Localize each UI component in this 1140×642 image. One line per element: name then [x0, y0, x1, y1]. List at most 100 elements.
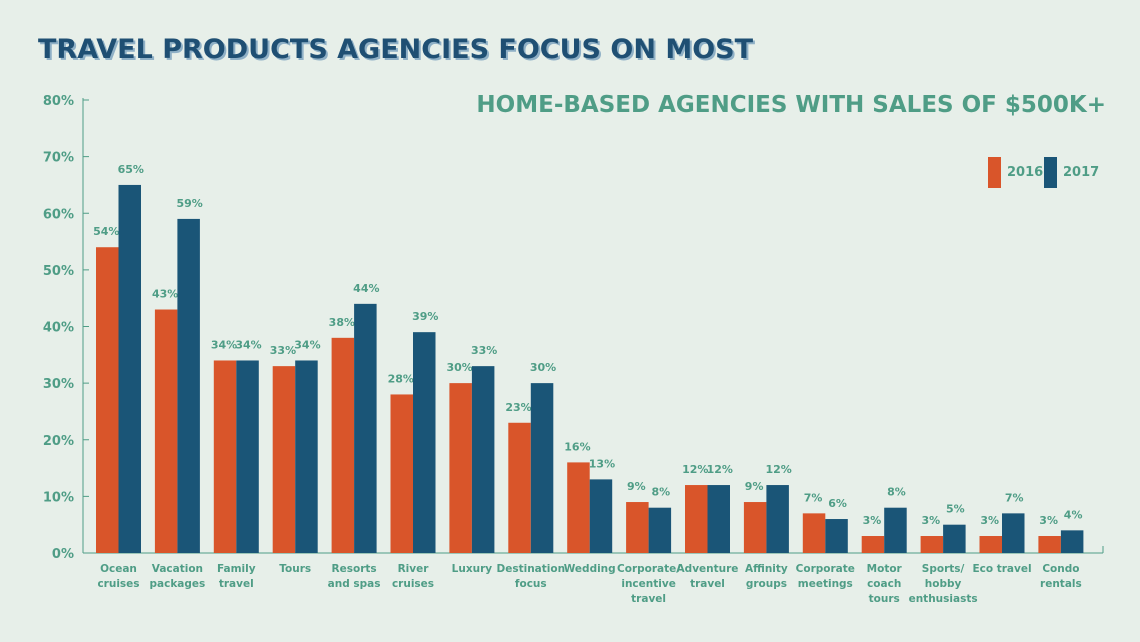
x-tick-label: Corporate meetings	[796, 563, 855, 590]
bar-2016	[331, 337, 355, 553]
bar-2016	[920, 536, 944, 553]
x-tick-label-line: Adventure	[677, 563, 739, 575]
data-label-2017: 5%	[946, 503, 965, 516]
legend-item-2016: 2016	[988, 156, 1043, 188]
y-tick-label: 50%	[43, 264, 74, 279]
x-tick-label-line: Sports/	[922, 563, 965, 575]
bar-2017	[1060, 530, 1084, 553]
bar-2017	[766, 485, 789, 553]
data-label-2016: 34%	[211, 338, 237, 351]
bar-2017	[236, 360, 259, 553]
legend-item-2017: 2017	[1044, 156, 1099, 188]
bar-2017	[884, 507, 907, 553]
x-tick-label-line: meetings	[798, 578, 853, 590]
bar-2016	[861, 536, 885, 553]
data-label-2017: 30%	[530, 361, 556, 374]
bar-2017	[589, 479, 613, 553]
data-label-2017: 59%	[176, 197, 202, 210]
data-label-2016: 7%	[804, 491, 823, 504]
bar-2016	[508, 422, 531, 553]
chart-title: TRAVEL PRODUCTS AGENCIES FOCUS ON MOST	[38, 34, 754, 65]
x-tick-label: Luxury	[452, 563, 493, 575]
x-tick-label-line: tours	[869, 593, 900, 605]
data-label-2016: 9%	[745, 480, 764, 493]
data-label-2017: 33%	[471, 344, 497, 357]
x-tick-label: Resorts and spas	[328, 563, 381, 590]
data-label-2016: 43%	[152, 288, 178, 301]
y-tick-label: 80%	[43, 94, 74, 109]
bar-2016	[154, 309, 178, 553]
x-tick-label-line: Eco travel	[972, 563, 1031, 575]
legend-swatch-2017	[1044, 156, 1057, 188]
legend-label-2017: 2017	[1063, 164, 1100, 180]
bar-2017	[118, 184, 141, 553]
x-tick-label: Condo rentals	[1040, 563, 1082, 590]
x-tick-label-line: Corporate/	[617, 563, 680, 575]
x-tick-label-line: Ocean	[100, 563, 137, 575]
bar-2016	[567, 462, 590, 553]
data-label-2017: 44%	[353, 282, 379, 295]
bar-2017	[413, 332, 436, 553]
x-tick-label-line: travel	[631, 593, 666, 605]
x-tick-label-line: Tours	[279, 563, 311, 575]
data-label-2017: 8%	[652, 486, 671, 499]
data-label-2017: 65%	[118, 163, 144, 176]
data-label-2016: 9%	[627, 480, 646, 493]
bar-2017	[177, 218, 200, 553]
data-label-2016: 30%	[446, 361, 472, 374]
x-tick-label-line: Resorts	[332, 563, 377, 575]
y-tick-label: 40%	[43, 321, 74, 336]
data-label-2017: 4%	[1064, 508, 1083, 521]
bar-2017	[943, 524, 966, 553]
data-label-2017: 12%	[707, 463, 733, 476]
y-tick-label: 70%	[43, 151, 74, 166]
bar-2016	[979, 536, 1002, 553]
bar-2016	[626, 502, 649, 553]
x-tick-label-line: rentals	[1040, 578, 1082, 590]
data-label-2017: 39%	[412, 310, 438, 323]
bar-2016	[685, 485, 708, 553]
bar-2016	[96, 247, 119, 553]
x-tick-label-line: travel	[690, 578, 725, 590]
legend-label-2016: 2016	[1007, 164, 1044, 180]
x-tick-label-line: Motor	[867, 563, 903, 575]
x-tick-label-line: packages	[150, 578, 206, 590]
data-label-2016: 28%	[388, 372, 414, 385]
x-tick-label-line: Corporate	[796, 563, 855, 575]
bar-2016	[743, 502, 767, 553]
x-tick-label-line: enthusiasts	[909, 593, 978, 605]
data-label-2017: 8%	[887, 486, 906, 499]
bar-2017	[471, 366, 495, 553]
data-label-2017: 34%	[294, 338, 320, 351]
data-label-2016: 23%	[505, 401, 531, 414]
x-tick-label-line: Vacation	[152, 563, 203, 575]
bar-2016	[1038, 536, 1061, 553]
x-tick-label-line: hobby	[925, 578, 962, 590]
x-tick-label-line: Destination	[497, 563, 566, 575]
x-tick-label: Corporate/incentive travel	[617, 563, 680, 605]
bar-2017	[648, 507, 672, 553]
chart-subtitle: HOME-BASED AGENCIES WITH SALES OF $500K+	[476, 92, 1106, 118]
data-label-2016: 12%	[682, 463, 708, 476]
x-tick-label-line: Family	[217, 563, 256, 575]
data-label-2016: 38%	[329, 316, 355, 329]
x-tick-label-line: groups	[746, 578, 787, 590]
x-tick-label-line: coach	[867, 578, 901, 590]
y-tick-label: 60%	[43, 207, 74, 222]
bar-2017	[707, 485, 730, 553]
y-tick-label: 20%	[43, 434, 74, 449]
x-tick-label: Adventure travel	[677, 563, 739, 590]
y-tick-label: 10%	[43, 490, 74, 505]
bar-2017	[825, 519, 848, 553]
data-label-2017: 13%	[589, 457, 615, 470]
bar-2016	[449, 383, 472, 553]
data-label-2016: 3%	[1039, 514, 1058, 527]
data-label-2016: 54%	[93, 225, 119, 238]
data-label-2017: 6%	[828, 497, 847, 510]
bar-2017	[1002, 513, 1025, 553]
bar-2016	[802, 513, 826, 553]
data-label-2016: 3%	[863, 514, 882, 527]
x-tick-label: Affinity groups	[745, 563, 788, 590]
x-tick-label: Tours	[279, 563, 311, 575]
